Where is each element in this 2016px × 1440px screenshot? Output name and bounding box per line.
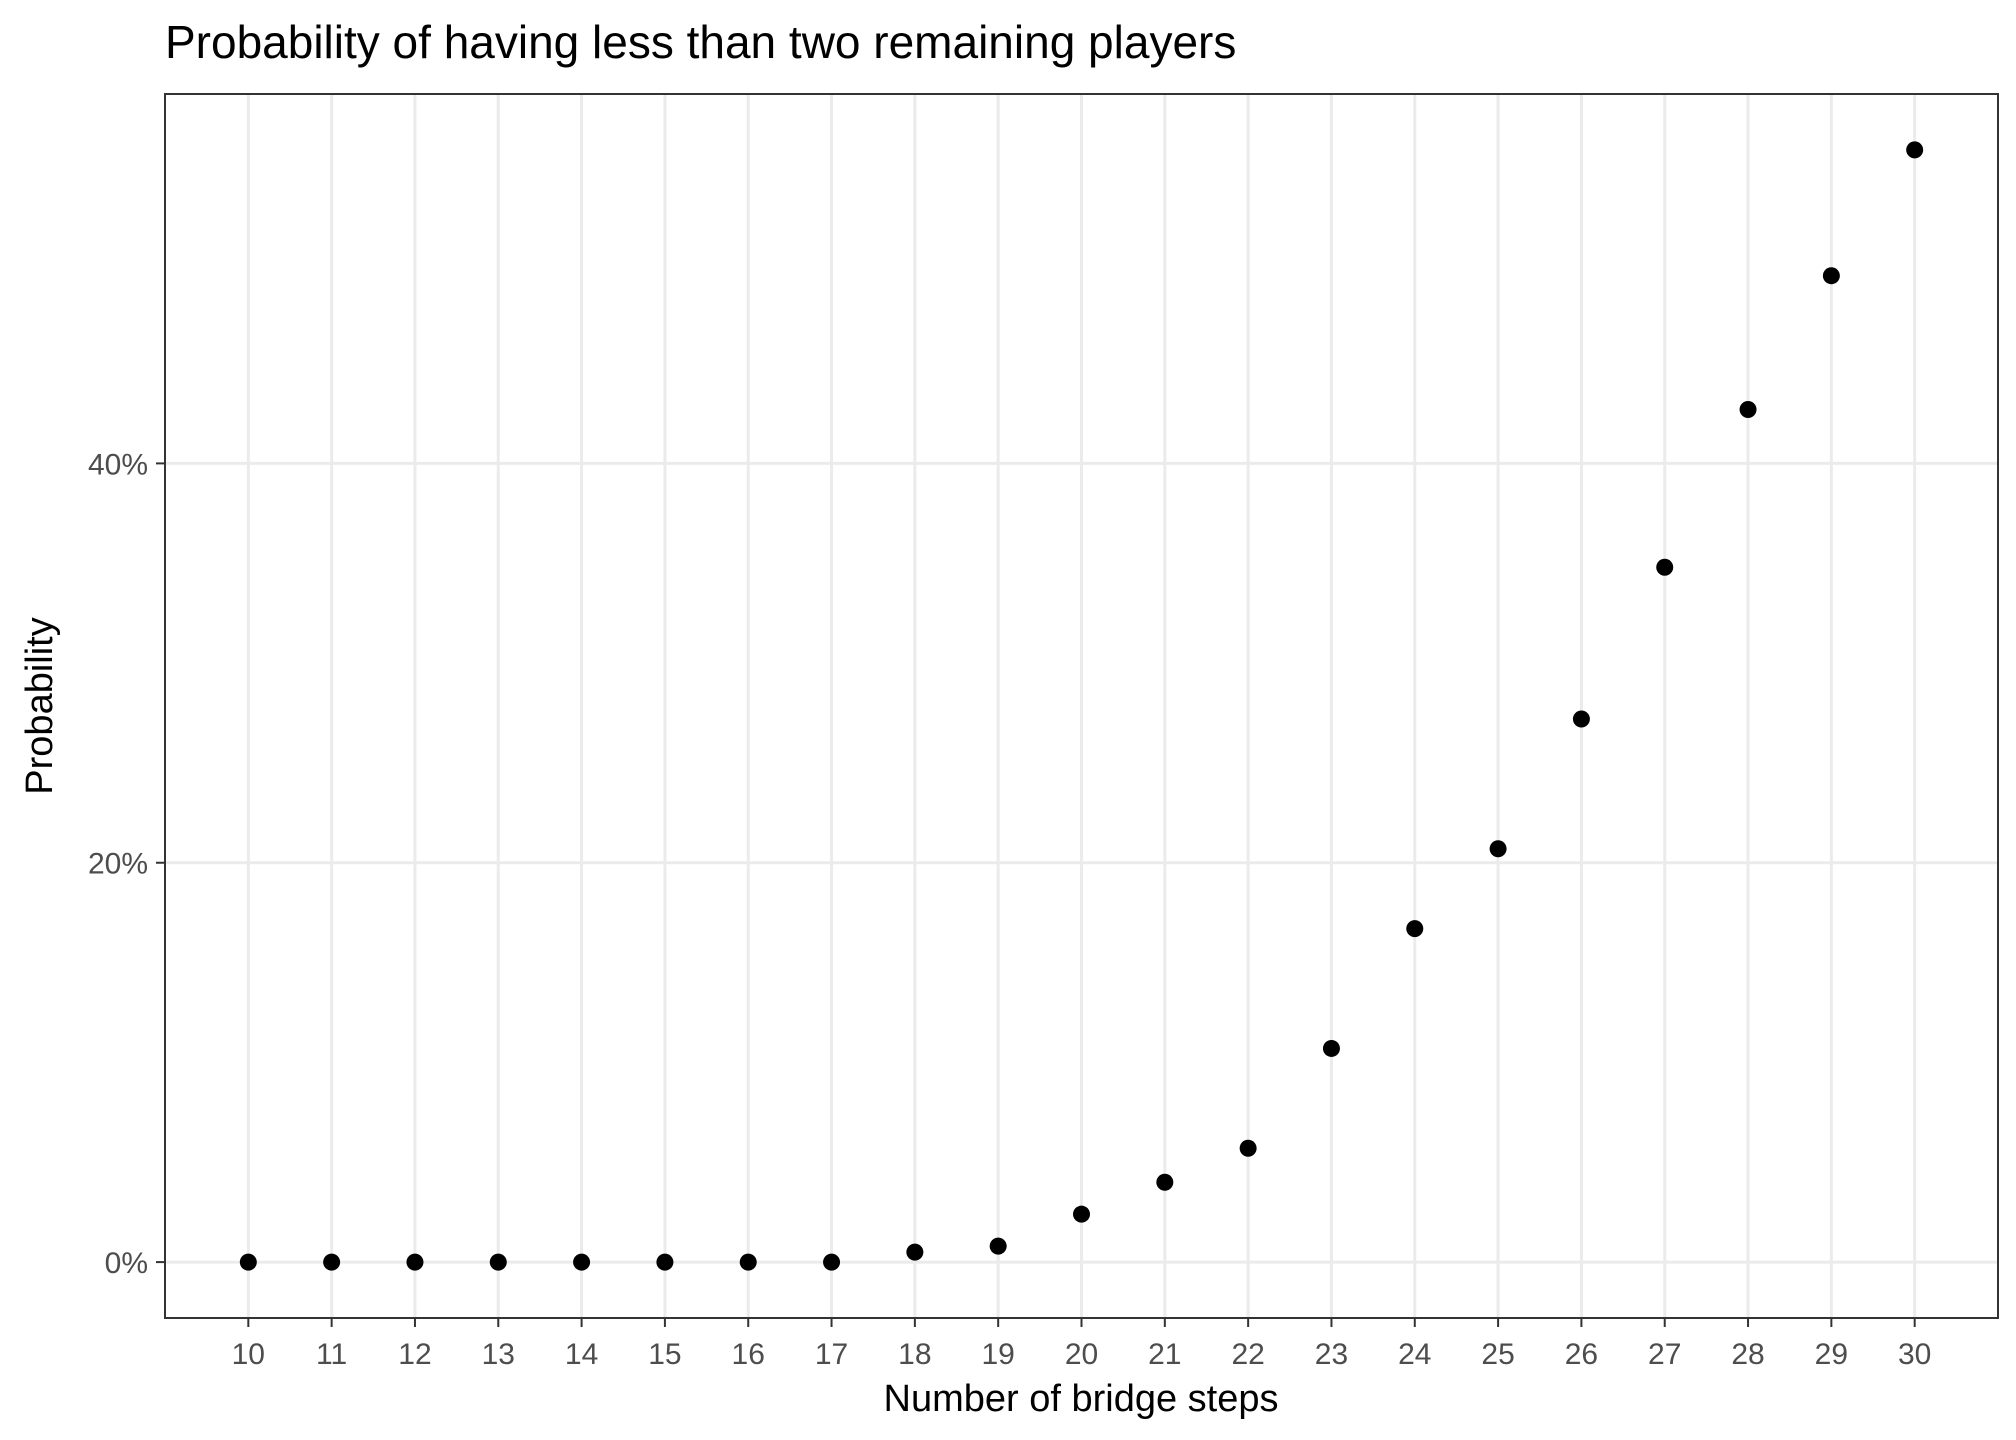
x-tick-label: 12 bbox=[398, 1338, 431, 1371]
x-tick-label: 14 bbox=[565, 1338, 598, 1371]
x-tick-label: 25 bbox=[1481, 1338, 1514, 1371]
data-point bbox=[1073, 1205, 1090, 1223]
data-point bbox=[823, 1253, 841, 1271]
data-point bbox=[1156, 1173, 1174, 1191]
chart-title: Probability of having less than two rema… bbox=[165, 16, 1236, 68]
x-tick-label: 19 bbox=[981, 1338, 1014, 1371]
x-tick-label: 17 bbox=[815, 1338, 848, 1371]
data-point bbox=[406, 1253, 424, 1271]
x-axis-title: Number of bridge steps bbox=[884, 1378, 1279, 1420]
axis-tick-labels: 10 11 12 13 14 15 16 17 18 19 20 21 22 23 24 25 26 27 28 29… bbox=[88, 448, 1931, 1371]
data-point bbox=[1489, 840, 1507, 858]
data-point bbox=[573, 1253, 591, 1271]
x-tick-label: 16 bbox=[732, 1338, 765, 1371]
data-point bbox=[239, 1253, 257, 1271]
grid-lines bbox=[165, 94, 1998, 1318]
y-tick-label: 20% bbox=[88, 848, 148, 881]
x-tick-label: 23 bbox=[1315, 1338, 1348, 1371]
data-point bbox=[1239, 1139, 1257, 1157]
y-tick-label: 0% bbox=[105, 1247, 148, 1280]
data-point bbox=[1906, 141, 1924, 159]
data-point bbox=[1572, 710, 1590, 728]
data-point bbox=[1739, 400, 1757, 418]
x-tick-label: 30 bbox=[1898, 1338, 1931, 1371]
x-tick-label: 24 bbox=[1398, 1338, 1431, 1371]
x-tick-label: 11 bbox=[316, 1338, 347, 1371]
x-tick-label: 27 bbox=[1648, 1338, 1681, 1371]
data-point bbox=[489, 1253, 507, 1271]
data-point bbox=[656, 1253, 674, 1271]
data-point bbox=[739, 1253, 757, 1271]
x-tick-label: 20 bbox=[1065, 1338, 1098, 1371]
y-tick-label: 40% bbox=[88, 448, 148, 481]
data-point bbox=[1406, 920, 1424, 938]
data-point bbox=[1656, 558, 1674, 576]
data-point bbox=[906, 1243, 924, 1261]
data-point bbox=[1822, 267, 1840, 285]
x-tick-label: 15 bbox=[648, 1338, 681, 1371]
x-tick-label: 26 bbox=[1565, 1338, 1598, 1371]
axis-ticks bbox=[156, 462, 1916, 1327]
x-tick-label: 18 bbox=[898, 1338, 931, 1371]
x-tick-label: 28 bbox=[1731, 1338, 1764, 1371]
x-tick-label: 22 bbox=[1231, 1338, 1264, 1371]
x-tick-label: 21 bbox=[1148, 1338, 1181, 1371]
x-tick-label: 10 bbox=[232, 1338, 265, 1371]
y-axis-title: Probability bbox=[19, 617, 61, 794]
x-tick-label: 29 bbox=[1815, 1338, 1848, 1371]
x-tick-label: 13 bbox=[482, 1338, 515, 1371]
data-points bbox=[239, 141, 1924, 1271]
data-point bbox=[1322, 1039, 1340, 1057]
data-point bbox=[989, 1237, 1007, 1255]
data-point bbox=[323, 1253, 341, 1271]
